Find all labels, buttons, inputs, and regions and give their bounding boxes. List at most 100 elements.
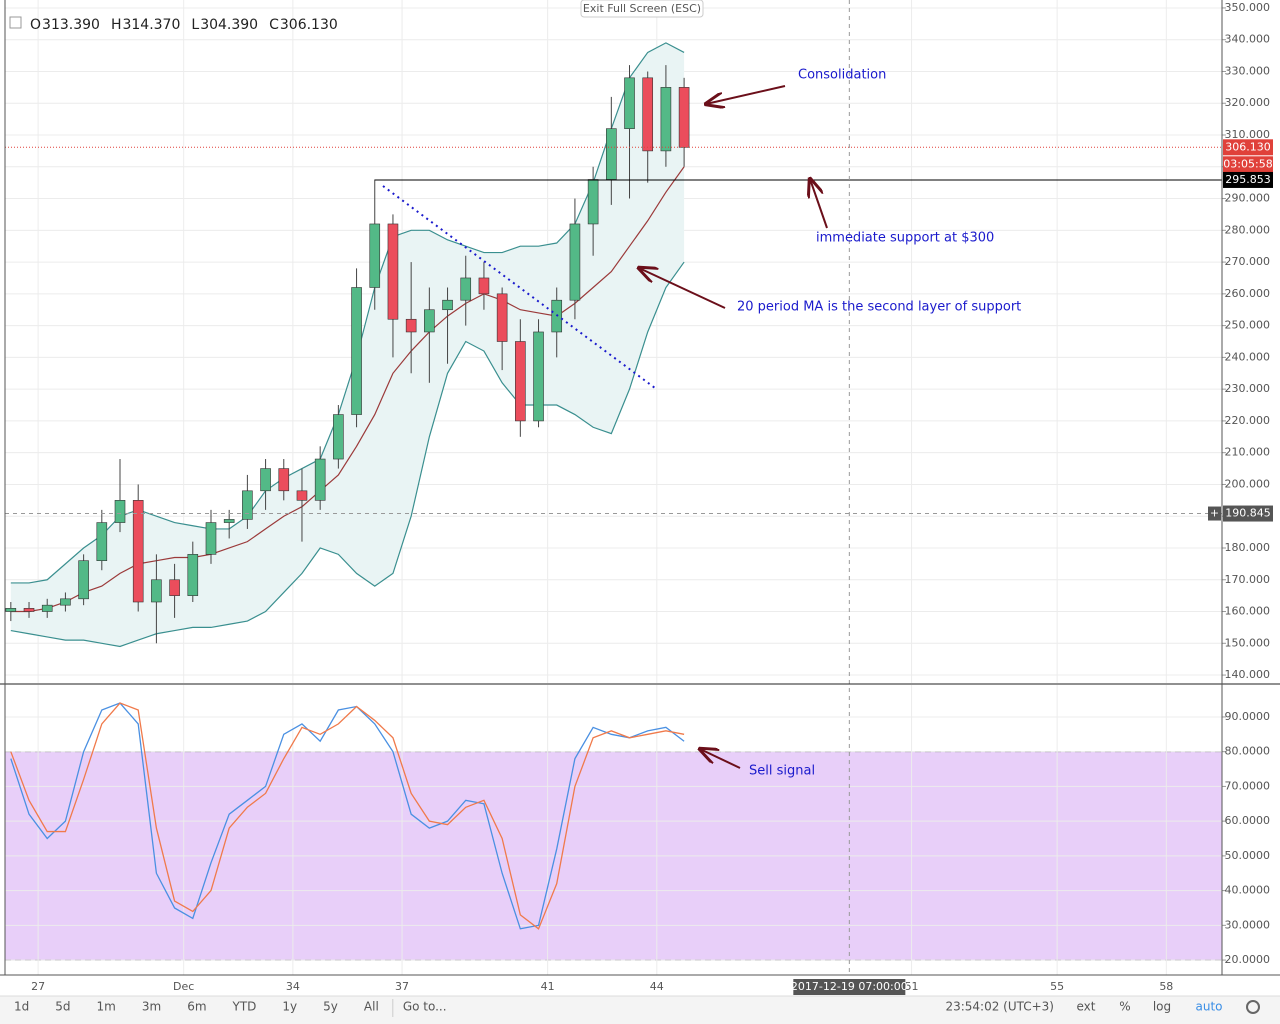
range-button[interactable]: 3m (142, 1000, 161, 1014)
y-tick-label: 220.000 (1225, 414, 1271, 427)
band-fill (10, 42, 685, 647)
countdown-box (1223, 156, 1273, 173)
x-tick-label: Dec (173, 980, 194, 993)
settings-button[interactable] (1246, 1000, 1260, 1014)
y-tick-label: 140.000 (1225, 668, 1271, 681)
crosshair-plus[interactable] (1208, 506, 1221, 521)
goto-button[interactable]: Go to... (403, 1000, 447, 1014)
ohlc-key: O (30, 17, 41, 33)
option-button[interactable]: log (1153, 1000, 1171, 1014)
y-tick-label: 250.000 (1225, 319, 1271, 332)
price-label-box (1223, 139, 1273, 156)
candle-body (314, 458, 326, 501)
annotation: immediate support at $300 (816, 231, 994, 246)
x-tick-label: 58 (1159, 980, 1173, 993)
x-tick-label: 34 (286, 980, 300, 993)
range-button[interactable]: 1y (282, 1000, 297, 1014)
candle-body (533, 331, 544, 422)
y-tick-label: 90.0000 (1225, 710, 1271, 723)
candle-body (278, 468, 290, 492)
toolbar-items: 1d 5d 1m 3m 6m YTD 1y 5y All Go to... 23:54:02 (UT… (14, 999, 1260, 1017)
x-tick-label: 27 (31, 980, 45, 993)
range-button[interactable]: 1m (97, 1000, 116, 1014)
range-button[interactable]: 5y (323, 1000, 338, 1014)
candle-body (78, 560, 89, 600)
arrow (706, 85, 786, 104)
ohlc-value: 314.370 (122, 17, 180, 33)
x-tick-label: 55 (1050, 980, 1064, 993)
y-tick-label: 230.000 (1225, 382, 1271, 395)
crosshair-time: 2017-12-19 07:00:00 (791, 980, 908, 993)
fullscreen-label[interactable]: Exit Full Screen (ESC) (583, 2, 701, 15)
candle-body (296, 490, 308, 501)
option-button[interactable]: ext (1077, 1000, 1096, 1014)
y-tick-label: 170.000 (1225, 573, 1271, 586)
annotation: Sell signal (749, 764, 815, 779)
y-tick-label: 200.000 (1225, 477, 1271, 490)
range-button[interactable]: 6m (187, 1000, 206, 1014)
ohlc-value: 306.130 (280, 17, 338, 33)
y-tick-label: 210.000 (1225, 446, 1271, 459)
y-tick-label: 80.0000 (1225, 745, 1271, 758)
collapse-icon[interactable] (9, 16, 22, 29)
range-button[interactable]: All (364, 1000, 379, 1014)
y-tick-label: 60.0000 (1225, 814, 1271, 827)
candle-body (351, 287, 362, 415)
candle-body (187, 554, 199, 596)
y-tick-label: 290.000 (1225, 192, 1271, 205)
toolbar (0, 996, 1280, 1024)
candle-body (260, 468, 271, 492)
price-label: 190.845 (1225, 507, 1271, 520)
y-tick-label: 270.000 (1225, 255, 1271, 268)
line (10, 702, 685, 930)
candle-body (478, 277, 490, 295)
price-label-box (1223, 171, 1273, 188)
candle-body (405, 318, 417, 333)
x-tick-label: 44 (650, 980, 664, 993)
y-tick-label: 280.000 (1225, 223, 1271, 236)
y-tick-label: 350.000 (1225, 1, 1271, 14)
plot-layer: 140.000150.000160.000170.000180.000190.0… (0, 0, 1280, 995)
y-tick-label: 240.000 (1225, 350, 1271, 363)
y-tick-label: 150.000 (1225, 636, 1271, 649)
candle-body (660, 87, 672, 152)
candle-body (23, 608, 35, 612)
candle-body (496, 293, 508, 342)
annotation: Consolidation (798, 68, 886, 83)
candle-body (151, 579, 162, 603)
arrow (639, 268, 726, 309)
range-button[interactable]: YTD (232, 1000, 257, 1014)
price-label: 295.853 (1225, 173, 1271, 186)
y-tick-label: 40.0000 (1225, 884, 1271, 897)
y-tick-label: 50.0000 (1225, 849, 1271, 862)
candle-body (387, 223, 399, 320)
candle-body (333, 414, 344, 460)
option-button[interactable]: % (1119, 1000, 1130, 1014)
candle-body (223, 519, 235, 523)
range-button[interactable]: 1d (14, 1000, 29, 1014)
candle-body (369, 223, 381, 288)
option-button[interactable]: auto (1195, 1000, 1222, 1014)
candle-body (41, 604, 53, 612)
arrow (700, 749, 741, 769)
y-tick-label: 180.000 (1225, 541, 1271, 554)
candle-body (678, 87, 690, 148)
candle-body (642, 77, 654, 152)
candle-body (96, 522, 108, 561)
candle-body (515, 341, 526, 422)
y-tick-label: 320.000 (1225, 96, 1271, 109)
y-tick-label: 70.0000 (1225, 779, 1271, 792)
x-tick-label: 41 (541, 980, 555, 993)
candle-body (606, 128, 617, 180)
y-tick-label: 160.000 (1225, 605, 1271, 618)
x-tick-label: 37 (395, 980, 409, 993)
trendline (382, 185, 656, 389)
crosshair-time-box (793, 979, 906, 995)
candle-body (569, 223, 581, 301)
range-button[interactable]: 5d (55, 1000, 70, 1014)
line (10, 166, 685, 613)
ohlc-value: 313.390 (42, 17, 100, 33)
price-label: 306.130 (1225, 140, 1271, 153)
fullscreen-button[interactable] (580, 0, 704, 18)
